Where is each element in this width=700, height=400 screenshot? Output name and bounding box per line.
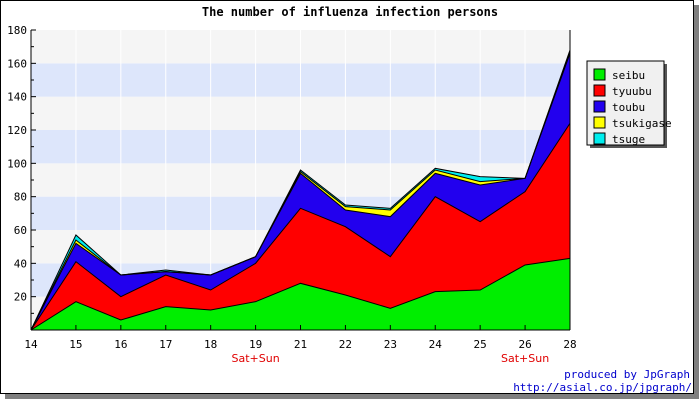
x-sublabel: Sat+Sun (231, 352, 279, 365)
x-tick-label: 22 (339, 338, 352, 351)
x-tick-label: 16 (114, 338, 127, 351)
y-tick-label: 80 (14, 191, 27, 204)
legend-label-toubu: toubu (612, 101, 645, 114)
y-tick-label: 160 (7, 57, 27, 70)
y-tick-label: 120 (7, 124, 27, 137)
x-tick-label: 23 (384, 338, 397, 351)
x-tick-label: 28 (563, 338, 576, 351)
x-sublabel: Sat+Sun (501, 352, 549, 365)
series-area-tyuubu (31, 123, 570, 330)
series-outline-seibu (30, 257, 571, 331)
x-tick-label: 14 (24, 338, 38, 351)
credit-link[interactable]: http://asial.co.jp/jpgraph/ (513, 381, 692, 394)
x-tick-label: 17 (159, 338, 172, 351)
x-tick-label: 19 (249, 338, 262, 351)
legend-label-tsukigase: tsukigase (612, 117, 672, 130)
legend-swatch-seibu (593, 68, 606, 81)
y-tick-label: 40 (14, 257, 27, 270)
series-outline-tsuge (30, 49, 571, 331)
y-tick-label: 140 (7, 91, 27, 104)
legend-swatch-tyuubu (593, 84, 606, 97)
series-area-seibu (31, 258, 570, 330)
x-tick-label: 18 (204, 338, 217, 351)
series-area-toubu (31, 53, 570, 330)
chart-title: The number of influenza infection person… (202, 5, 498, 19)
x-tick-label: 15 (69, 338, 82, 351)
legend-label-tyuubu: tyuubu (612, 85, 652, 98)
x-tick-label: 21 (294, 338, 307, 351)
legend-swatch-tsuge (593, 132, 606, 145)
y-tick-label: 180 (7, 24, 27, 37)
series-outline-tyuubu (30, 123, 571, 331)
x-tick-label: 26 (518, 338, 531, 351)
legend-label-tsuge: tsuge (612, 133, 645, 146)
y-tick-label: 100 (7, 157, 27, 170)
credit-line-1: produced by JpGraph (564, 368, 690, 381)
legend-label-seibu: seibu (612, 69, 645, 82)
legend-swatch-tsukigase (593, 116, 606, 129)
x-tick-label: 25 (474, 338, 487, 351)
y-tick-label: 60 (14, 224, 27, 237)
legend-swatch-toubu (593, 100, 606, 113)
x-tick-label: 24 (429, 338, 443, 351)
y-tick-label: 20 (14, 291, 27, 304)
